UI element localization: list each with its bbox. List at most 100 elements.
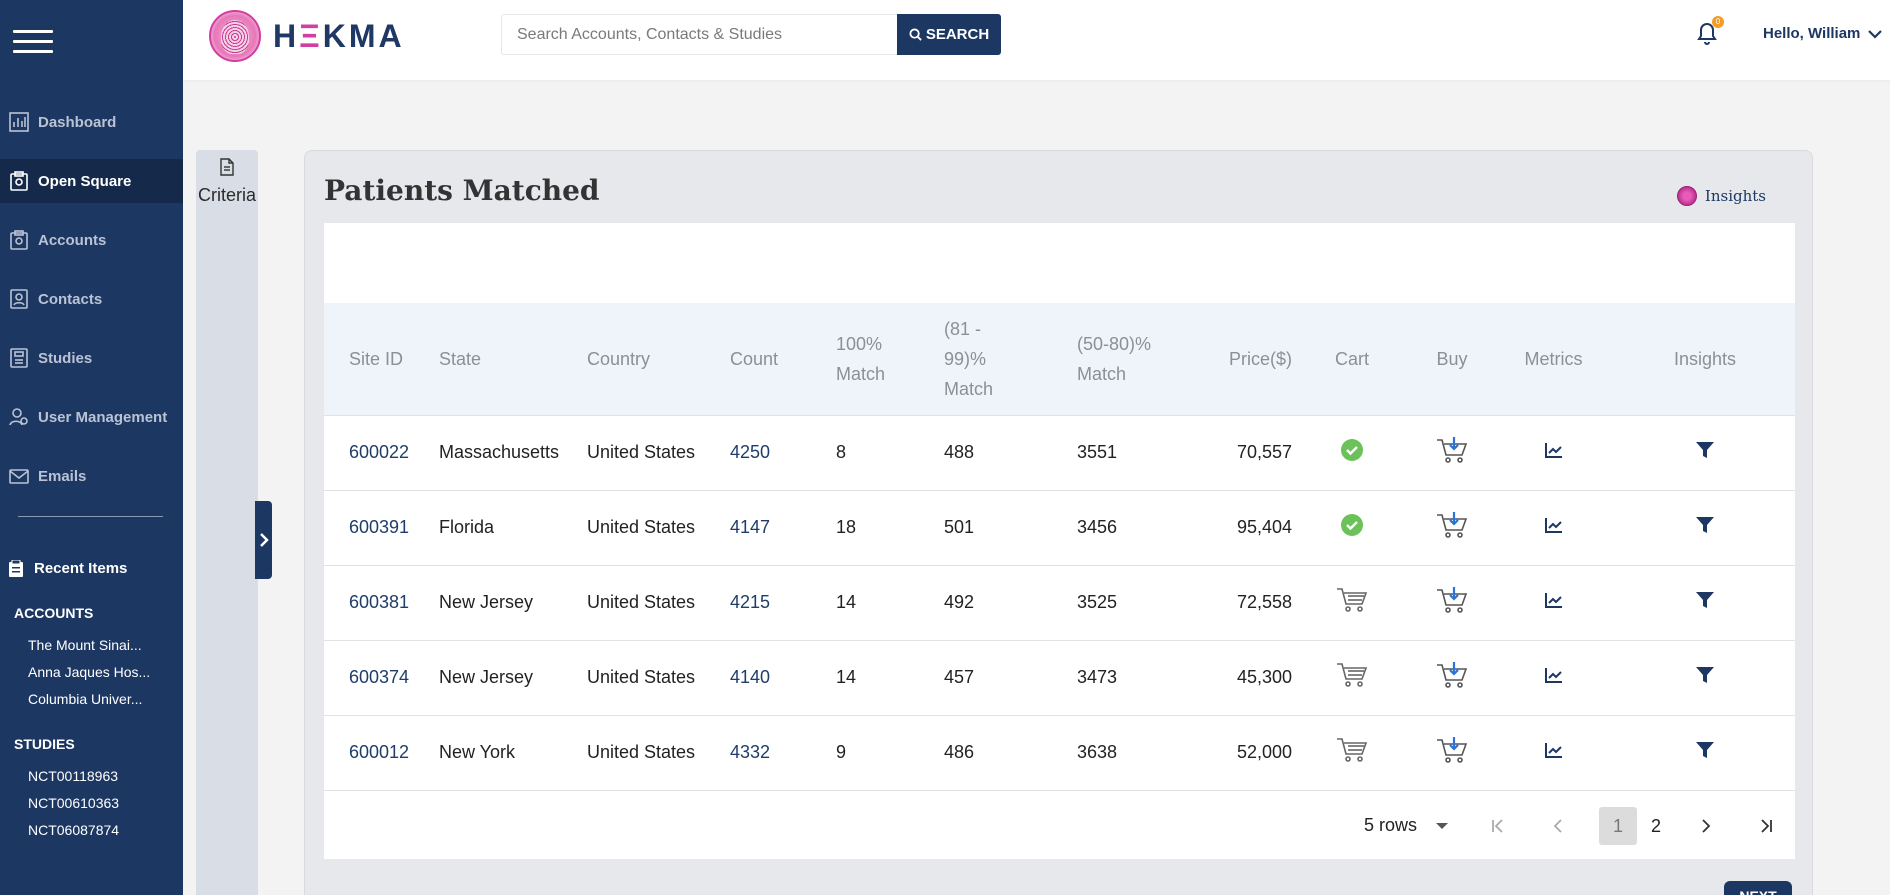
in-cart-indicator[interactable] [1341,439,1363,461]
buy-button[interactable] [1436,736,1468,764]
insights-link[interactable]: Insights [1676,186,1766,206]
insights-filter-button[interactable] [1695,740,1715,760]
site-id-link[interactable]: 600012 [324,714,439,790]
col-cart: Cart [1334,348,1369,369]
match-81-99-cell: 492 [944,564,1077,640]
recent-account-link[interactable]: Anna Jaques Hos... [28,664,151,680]
count-link[interactable]: 4147 [730,489,836,565]
sidebar-divider [18,516,163,517]
site-id-link[interactable]: 600022 [324,414,439,490]
nav-item-open-square[interactable]: Open Square [0,159,183,203]
main-nav: Dashboard Open Square Accounts Contacts … [0,100,183,513]
nav-label: Emails [38,467,87,485]
in-cart-indicator[interactable] [1341,514,1363,536]
prev-page-button[interactable] [1539,807,1577,845]
cart-icon [1337,588,1368,612]
expand-criteria-button[interactable] [255,501,272,579]
page-1-button[interactable]: 1 [1599,807,1637,845]
filter-icon [1696,742,1714,759]
insights-filter-button[interactable] [1695,515,1715,535]
col-50-80-match[interactable]: (50-80)% Match [1077,333,1152,384]
search-button[interactable]: SEARCH [897,14,1001,55]
site-id-link[interactable]: 600374 [324,639,439,715]
match-81-99-cell: 486 [944,714,1077,790]
col-price[interactable]: Price($) [1228,348,1292,369]
col-count[interactable]: Count [730,348,779,369]
insights-filter-button[interactable] [1695,590,1715,610]
col-100-match[interactable]: 100% Match [836,333,886,384]
buy-button[interactable] [1436,586,1468,614]
price-cell: 52,000 [1186,714,1292,790]
count-link[interactable]: 4332 [730,714,836,790]
chevron-right-icon [259,533,269,547]
metrics-button[interactable] [1544,516,1564,534]
add-to-cart-button[interactable] [1336,737,1368,763]
table-row: 600381 New Jersey United States 4215 14 492 35… [324,564,1795,640]
document-icon [220,158,234,176]
next-page-button[interactable] [1687,807,1725,845]
col-81-99-match[interactable]: (81 -99)% Match [944,318,994,399]
buy-button[interactable] [1436,661,1468,689]
pagination: 5 rows 1 2 [324,790,1795,859]
last-page-button[interactable] [1747,807,1785,845]
recent-studies-title: STUDIES [14,736,75,752]
nav-item-emails[interactable]: Emails [0,454,183,498]
metrics-button[interactable] [1544,441,1564,459]
buy-button[interactable] [1436,436,1468,464]
col-insights: Insights [1673,348,1737,369]
count-link[interactable]: 4250 [730,414,836,490]
match-81-99-cell: 501 [944,489,1077,565]
nav-item-contacts[interactable]: Contacts [0,277,183,321]
col-site-id[interactable]: Site ID [349,348,404,369]
user-menu[interactable]: Hello, William [1763,25,1883,42]
nav-item-user-management[interactable]: User Management [0,395,183,439]
search-input[interactable] [501,14,897,55]
notifications-button[interactable]: 0 [1695,16,1724,48]
insights-filter-button[interactable] [1695,440,1715,460]
first-page-button[interactable] [1479,807,1517,845]
logo-text: HΞKMA [273,17,405,54]
check-circle-icon [1341,439,1363,461]
page-2-button[interactable]: 2 [1650,815,1661,836]
nav-item-studies[interactable]: Studies [0,336,183,380]
nav-item-accounts[interactable]: Accounts [0,218,183,262]
metrics-button[interactable] [1544,591,1564,609]
count-link[interactable]: 4140 [730,639,836,715]
global-search: SEARCH [501,14,1001,55]
hekma-logo[interactable]: HΞKMA [209,10,405,62]
state-cell: Florida [439,489,587,565]
metrics-button[interactable] [1544,741,1564,759]
line-chart-icon [1544,518,1562,533]
recent-study-link[interactable]: NCT00610363 [28,795,120,811]
recent-studies-list: NCT00118963 NCT00610363 NCT06087874 [28,763,119,844]
col-country[interactable]: Country [587,348,651,369]
add-to-cart-button[interactable] [1336,587,1368,613]
next-button[interactable]: NEXT [1724,881,1792,895]
recent-account-link[interactable]: The Mount Sinai... [28,637,142,653]
top-header: HΞKMA SEARCH 0 Hello, William [183,0,1890,80]
menu-toggle-icon[interactable] [13,30,53,54]
recent-account-link[interactable]: Columbia Univer... [28,691,143,707]
first-page-icon [1492,819,1503,833]
results-panel: Site ID State Country Count 100% Match (8… [324,223,1795,859]
add-to-cart-button[interactable] [1336,662,1368,688]
cart-icon [1337,663,1368,687]
count-link[interactable]: 4215 [730,564,836,640]
envelope-icon [8,465,30,487]
contacts-icon [8,288,30,310]
metrics-button[interactable] [1544,666,1564,684]
insights-filter-button[interactable] [1695,665,1715,685]
nav-item-dashboard[interactable]: Dashboard [0,100,183,144]
buy-button[interactable] [1436,511,1468,539]
criteria-toggle[interactable]: Criteria [196,150,258,206]
rows-per-page-select[interactable]: 5 rows [1364,815,1449,836]
match-50-80-cell: 3456 [1077,489,1186,565]
cart-download-icon [1437,587,1468,613]
insights-brain-icon [1676,186,1697,206]
recent-study-link[interactable]: NCT00118963 [28,768,119,784]
site-id-link[interactable]: 600391 [324,489,439,565]
recent-study-link[interactable]: NCT06087874 [28,822,120,838]
col-state[interactable]: State [439,348,482,369]
site-id-link[interactable]: 600381 [324,564,439,640]
line-chart-icon [1544,743,1562,759]
